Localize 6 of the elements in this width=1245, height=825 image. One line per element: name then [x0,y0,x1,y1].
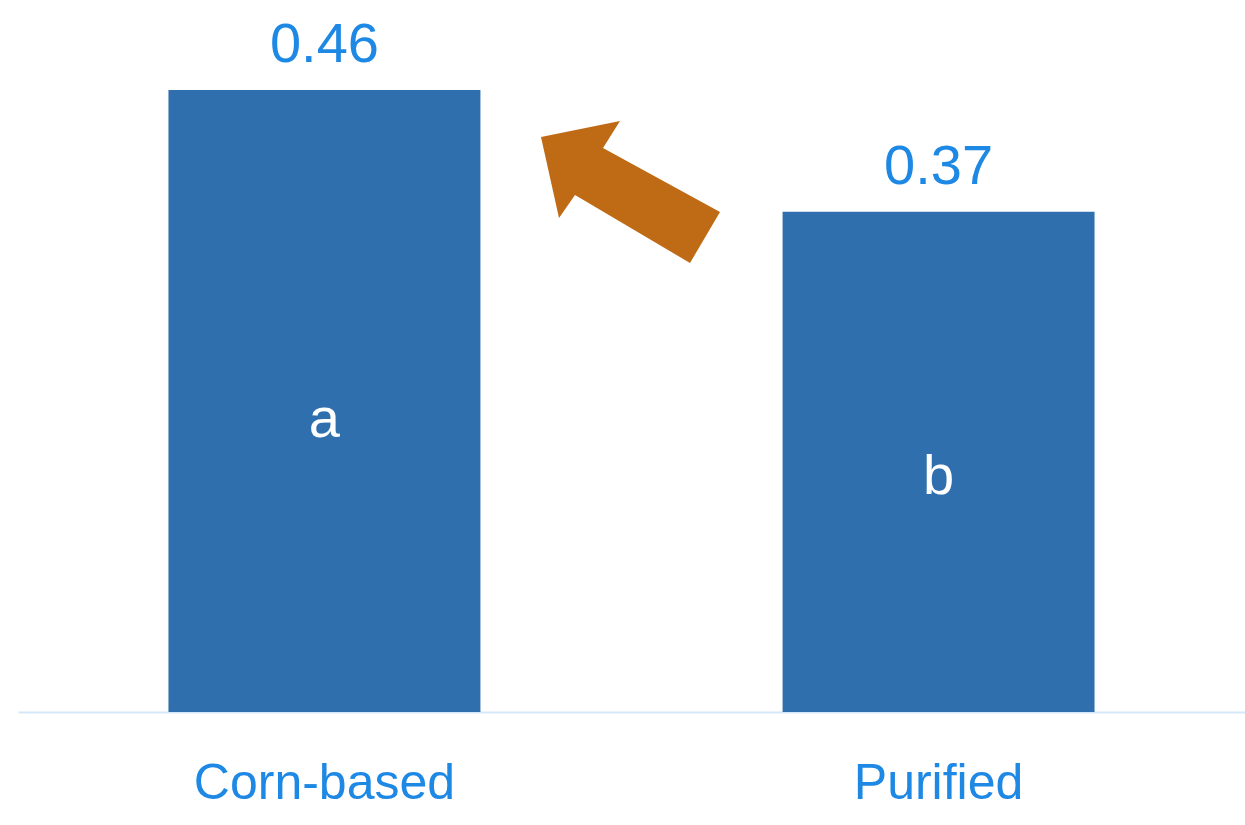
data-label: 0.46 [269,11,379,74]
annotation: b [922,442,955,506]
data-label: 0.37 [884,132,994,196]
annotation: a [308,385,341,449]
x-tick-label: Corn-based [193,753,456,810]
x-tick-label: Purified [853,753,1024,810]
